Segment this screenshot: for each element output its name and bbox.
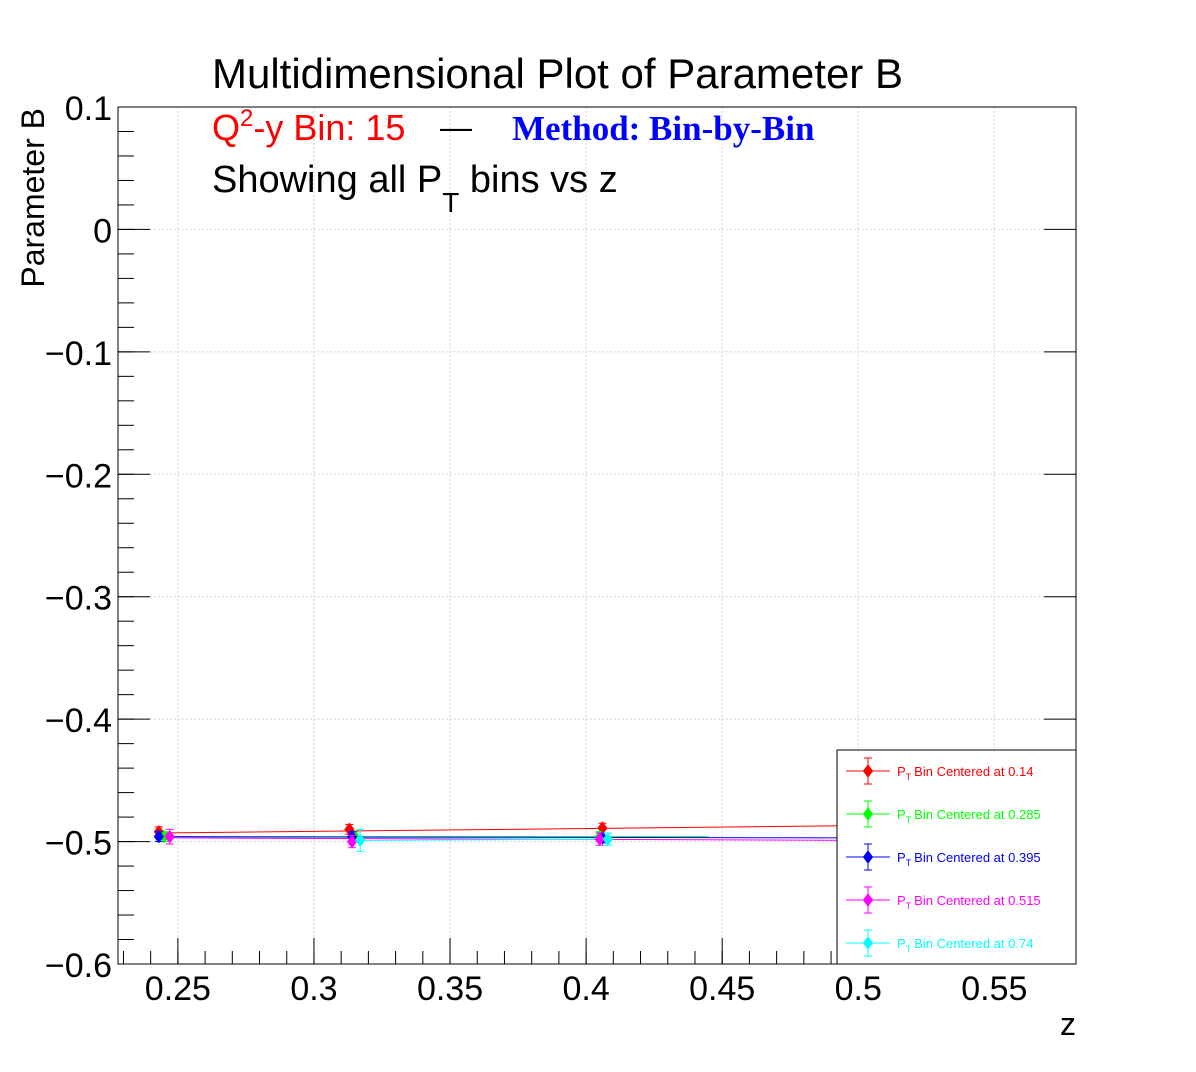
legend-label: PT Bin Centered at 0.395 [897,850,1041,868]
legend-label-subscript: T [906,901,912,911]
data-point [153,829,164,844]
plot-frame [117,106,1077,965]
legend-marker [862,764,874,778]
y-tick-label: −0.2 [45,457,112,495]
q2y-superscript: 2 [240,105,253,132]
showing-prefix: Showing all P [212,159,442,201]
y-tick-label: −0.1 [45,335,112,373]
legend-label-text: Bin Centered at 0.285 [914,807,1040,822]
data-point [602,832,614,846]
fit-line [158,825,859,834]
grid-layer [118,106,1076,965]
fit-line [360,838,608,841]
legend-label-subscript: T [906,815,912,825]
fit-line [158,836,859,839]
legend-label: PT Bin Centered at 0.515 [897,893,1041,911]
legend-label-text: Bin Centered at 0.515 [914,893,1040,908]
q2y-prefix: Q [212,107,240,148]
legend-label-subscript: T [906,772,912,782]
showing-subscript: T [442,187,459,218]
subtitle-dash: — [440,109,472,145]
legend-marker [862,850,874,864]
y-tick-label: 0 [93,212,112,250]
x-tick-label: 0.35 [417,970,483,1008]
y-tick-label: −0.3 [45,580,112,618]
legend-label-subscript: T [906,944,912,954]
subtitle-showing: Showing all PT bins vs z [212,159,618,218]
q2y-suffix: -y Bin: 15 [253,107,405,148]
legend-marker [862,807,874,821]
data-point [355,833,366,848]
x-tick-label: 0.5 [835,970,882,1008]
legend-label-prefix: P [897,764,906,779]
legend-label: PT Bin Centered at 0.14 [897,764,1033,782]
data-points-layer [153,818,864,852]
legend-label-prefix: P [897,807,906,822]
data-point [164,829,175,844]
x-tick-label: 0.4 [562,970,609,1008]
legend-label-prefix: P [897,850,906,865]
x-tick-label: 0.25 [145,970,211,1008]
y-tick-label: −0.6 [45,947,112,985]
y-tick-label: −0.5 [45,825,112,863]
data-point [594,832,605,846]
legend-label: PT Bin Centered at 0.74 [897,936,1033,954]
x-tick-label: 0.55 [961,970,1027,1008]
legend-label-prefix: P [897,893,906,908]
legend-marker [862,936,874,950]
legend-label-text: Bin Centered at 0.395 [914,850,1040,865]
legend-label-prefix: P [897,936,906,951]
legend-label: PT Bin Centered at 0.285 [897,807,1041,825]
chart-title: Multidimensional Plot of Parameter B [212,50,903,97]
subtitle-q2y-bin: Q2-y Bin: 15 [212,105,405,148]
fit-lines-layer [158,825,859,841]
legend-label-text: Bin Centered at 0.74 [914,936,1033,951]
y-tick-label: 0.1 [65,90,112,128]
data-point [346,834,358,849]
y-tick-label: −0.4 [45,702,112,740]
showing-suffix: bins vs z [459,159,617,201]
x-axis-label: z [1060,1006,1076,1042]
legend-marker [862,893,874,907]
legend-label-subscript: T [906,858,912,868]
legend-label-text: Bin Centered at 0.14 [914,764,1033,779]
x-tick-label: 0.3 [290,970,337,1008]
x-tick-label: 0.45 [689,970,755,1008]
subtitle-method: Method: Bin-by-Bin [512,109,814,148]
y-axis-label: Parameter B [15,108,51,288]
